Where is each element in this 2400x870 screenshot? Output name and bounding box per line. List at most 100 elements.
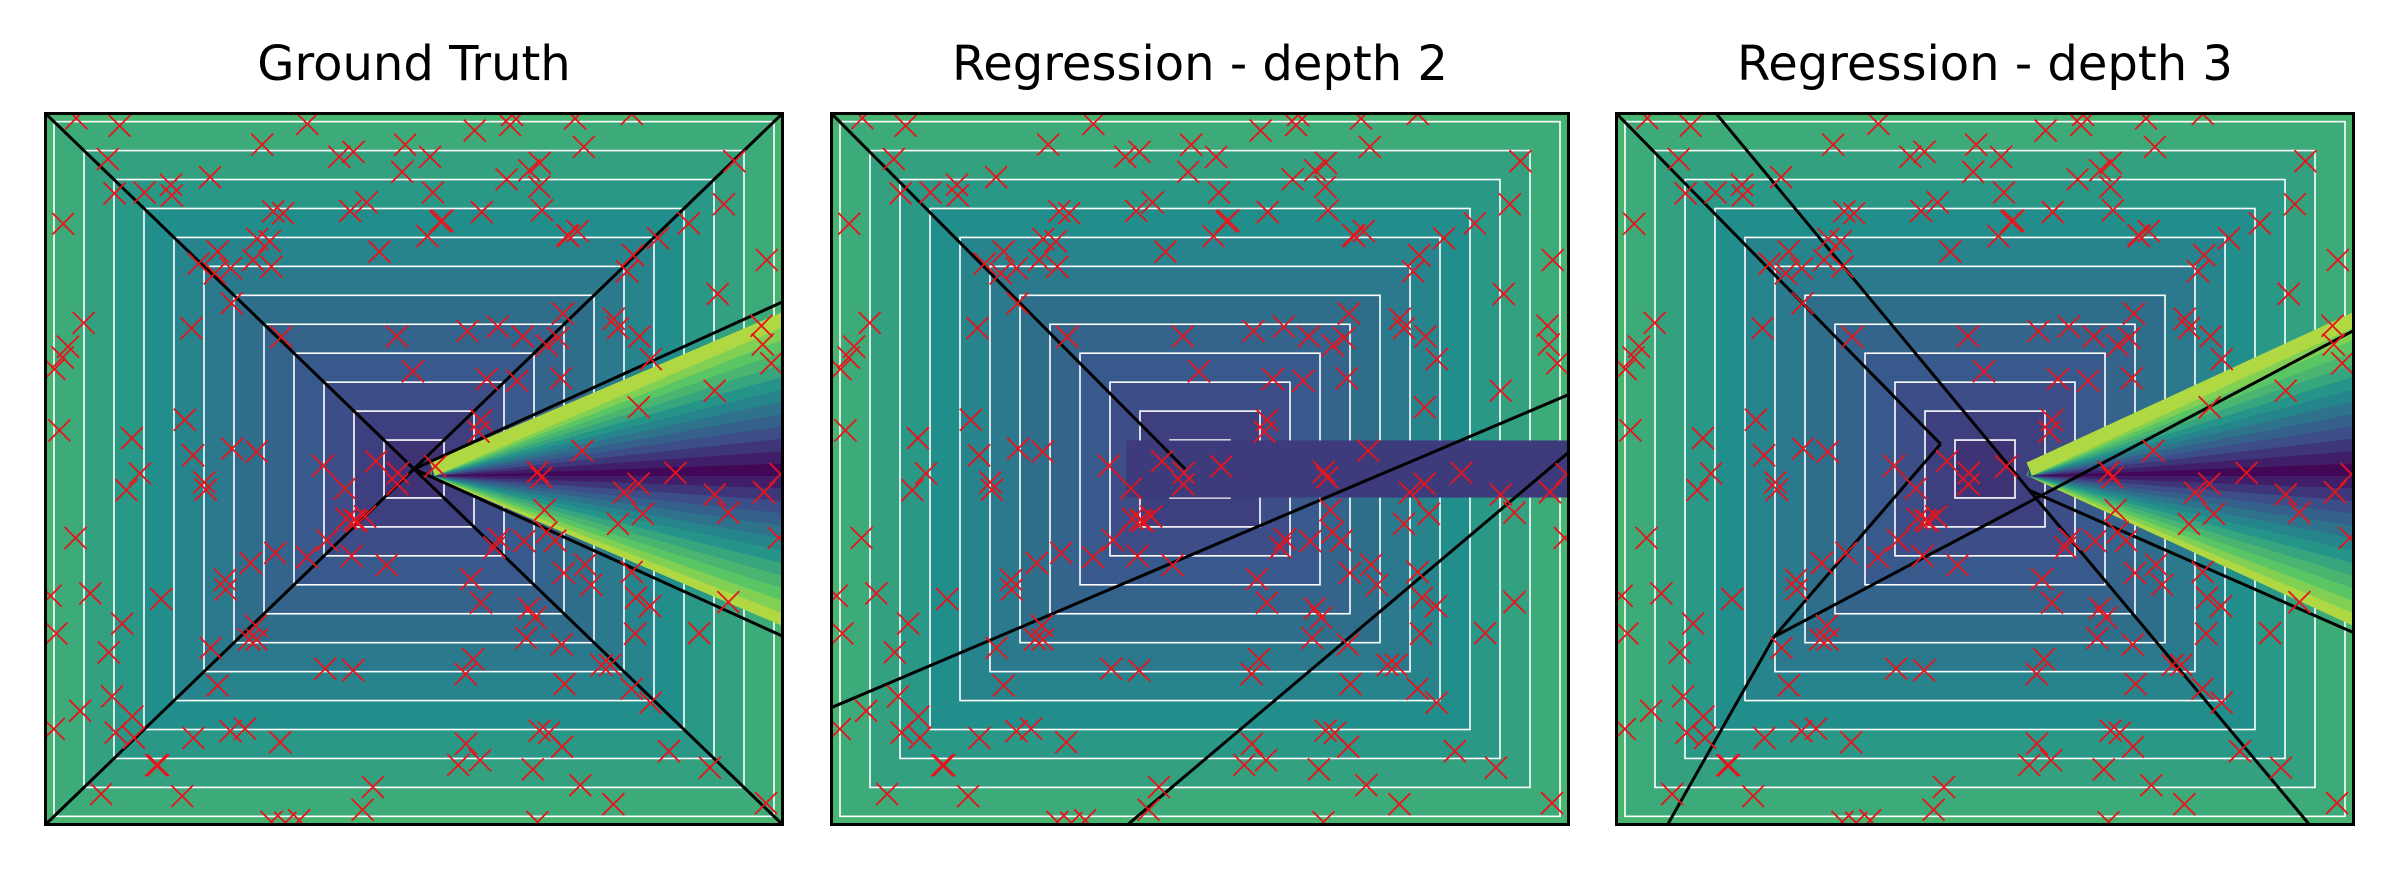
sample-point: [1660, 782, 1684, 806]
sample-point: [350, 798, 375, 822]
boundary-line: [1665, 636, 1776, 826]
sample-point: [1808, 627, 1832, 652]
sample-point: [455, 319, 480, 343]
sample-point: [1121, 507, 1145, 531]
sample-points: [44, 112, 784, 826]
sample-point: [1332, 326, 1356, 350]
sample-point: [97, 640, 121, 664]
sample-point: [335, 507, 359, 531]
sample-point: [1245, 567, 1269, 591]
sample-point: [364, 449, 388, 473]
sample-point: [1763, 470, 1787, 494]
sample-point: [2117, 326, 2141, 350]
sample-point: [932, 753, 956, 777]
sample-point: [1099, 656, 1123, 681]
sample-point: [528, 151, 552, 175]
sample-point: [517, 158, 541, 183]
sample-point: [2287, 501, 2312, 525]
sample-point: [1027, 248, 1051, 272]
sample-point: [1045, 255, 1070, 279]
sample-point: [552, 561, 576, 585]
sample-point: [2197, 472, 2222, 496]
sample-point: [2017, 753, 2041, 777]
sample-point: [1280, 167, 1305, 192]
sample-point: [1425, 347, 1449, 371]
sample-point: [984, 636, 1009, 660]
sample-point: [1492, 282, 1516, 306]
sample-point: [2122, 302, 2146, 326]
sample-point: [716, 501, 741, 525]
sample-point: [2217, 226, 2241, 250]
sample-point: [1906, 507, 1930, 531]
sample-point: [2339, 462, 2355, 486]
wedge-contours: [429, 312, 784, 626]
sample-point: [418, 145, 442, 169]
sample-point: [1036, 133, 1060, 157]
sample-point: [1171, 472, 1196, 496]
sample-point: [1946, 553, 1970, 577]
boundary-line: [1713, 112, 2031, 492]
sample-point: [1784, 568, 1808, 592]
sample-point: [245, 227, 269, 251]
sample-point: [1209, 454, 1233, 478]
sample-point: [206, 239, 230, 264]
sample-point: [1752, 726, 1777, 750]
sample-point: [1057, 201, 1081, 225]
sample-point: [1810, 551, 1834, 575]
sample-point: [2287, 590, 2312, 614]
sample-point: [888, 181, 913, 205]
sample-point: [1618, 418, 1643, 443]
sample-point: [1703, 180, 1728, 205]
sample-point: [2150, 573, 2174, 597]
sample-point: [1247, 647, 1271, 671]
sample-point: [367, 240, 392, 264]
sample-point: [1300, 626, 1324, 650]
sample-point: [755, 248, 779, 272]
panel-title-regression-depth-2: Regression - depth 2: [952, 36, 1448, 92]
sample-point: [1858, 808, 1882, 826]
sample-point: [78, 581, 102, 606]
sample-point: [1179, 133, 1203, 157]
sample-point: [1685, 478, 1710, 502]
sample-point: [2103, 498, 2128, 522]
sample-point: [1413, 395, 1437, 419]
sample-point: [1171, 324, 1195, 348]
sample-point: [621, 243, 645, 267]
sample-point: [883, 640, 907, 664]
sample-point: [663, 461, 688, 485]
sample-point: [386, 461, 410, 485]
sample-point: [1141, 190, 1165, 215]
wedge-contours: [2026, 312, 2355, 626]
sample-point: [2258, 621, 2282, 645]
sample-point: [677, 211, 701, 236]
sample-point: [339, 544, 364, 568]
sample-point: [96, 147, 120, 171]
sample-point: [706, 282, 730, 306]
sample-point: [1261, 367, 1285, 391]
sample-point: [470, 200, 494, 224]
sample-point: [703, 482, 727, 507]
sample-point: [2194, 622, 2218, 646]
sample-point: [527, 718, 552, 743]
sample-point: [482, 535, 507, 560]
sample-point: [494, 167, 519, 192]
sample-point: [353, 504, 377, 529]
sample-point: [992, 239, 1016, 264]
sample-point: [606, 316, 630, 340]
sample-point: [179, 316, 204, 340]
sample-point: [1812, 248, 1836, 272]
sample-point: [219, 256, 243, 280]
sample-point: [219, 291, 244, 315]
sample-points: [830, 112, 1570, 826]
sample-point: [1384, 653, 1408, 677]
sample-point: [1312, 460, 1336, 484]
sample-point: [160, 183, 184, 208]
sample-point: [749, 314, 774, 338]
sample-point: [1720, 587, 1744, 611]
sample-point: [1254, 748, 1278, 772]
sample-point: [1241, 319, 1266, 343]
sample-point: [631, 502, 655, 526]
sample-point: [259, 810, 284, 826]
sample-point: [245, 439, 269, 464]
sample-point: [173, 408, 197, 432]
